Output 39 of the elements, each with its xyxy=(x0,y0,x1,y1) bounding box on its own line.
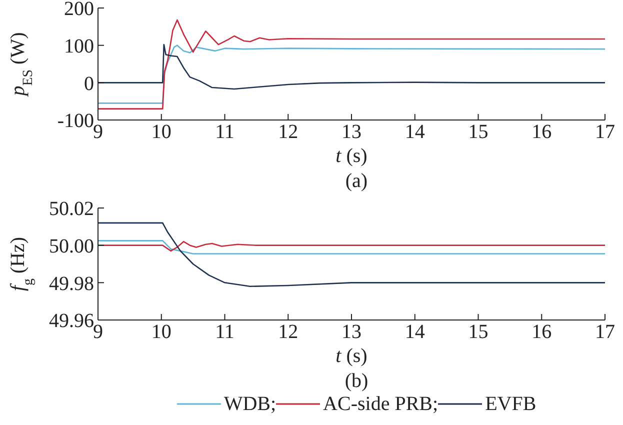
x-tick-label: 17 xyxy=(595,321,615,344)
line-series xyxy=(98,240,605,254)
y-tick-label: 50.02 xyxy=(49,198,94,220)
y-tick-label: -100 xyxy=(57,110,94,132)
legend-label: WDB; xyxy=(224,392,276,416)
x-tick-label: 15 xyxy=(468,121,488,144)
text: (b) xyxy=(344,370,370,392)
x-tick-label: 11 xyxy=(215,121,234,144)
x-tick-label: 10 xyxy=(151,121,172,144)
line-series xyxy=(98,222,605,288)
y-tick-label: 50.00 xyxy=(49,235,94,258)
x-tick-label: 14 xyxy=(404,321,425,344)
y-tick-label: 49.96 xyxy=(49,310,94,332)
x-tick-label: 11 xyxy=(215,321,234,344)
x-tick-label: 13 xyxy=(342,321,362,344)
legend-label: EVFB xyxy=(485,392,536,416)
x-axis-title: t (s) xyxy=(336,345,368,367)
text: (a) xyxy=(344,170,369,192)
x-tick-label: 12 xyxy=(278,321,298,344)
line-series xyxy=(98,44,605,90)
y-tick-label: 49.98 xyxy=(49,272,94,295)
line-series xyxy=(98,19,605,110)
x-tick-label: 9 xyxy=(93,121,103,144)
y-tick-label: 200 xyxy=(64,0,94,20)
x-tick-label: 13 xyxy=(342,121,362,144)
x-axis-title: t (s) xyxy=(336,145,368,167)
line-series xyxy=(98,44,605,104)
line-series xyxy=(98,240,605,252)
x-tick-label: 10 xyxy=(151,321,172,344)
x-tick-label: 17 xyxy=(595,121,615,144)
x-tick-label: 12 xyxy=(278,121,298,144)
x-tick-label: 14 xyxy=(404,121,425,144)
x-tick-label: 15 xyxy=(468,321,488,344)
y-tick-label: 0 xyxy=(84,72,94,95)
x-tick-label: 16 xyxy=(532,321,552,344)
legend-label: AC-side PRB; xyxy=(323,392,438,416)
y-tick-label: 100 xyxy=(64,35,94,58)
x-tick-label: 16 xyxy=(532,121,552,144)
x-tick-label: 9 xyxy=(93,321,103,344)
